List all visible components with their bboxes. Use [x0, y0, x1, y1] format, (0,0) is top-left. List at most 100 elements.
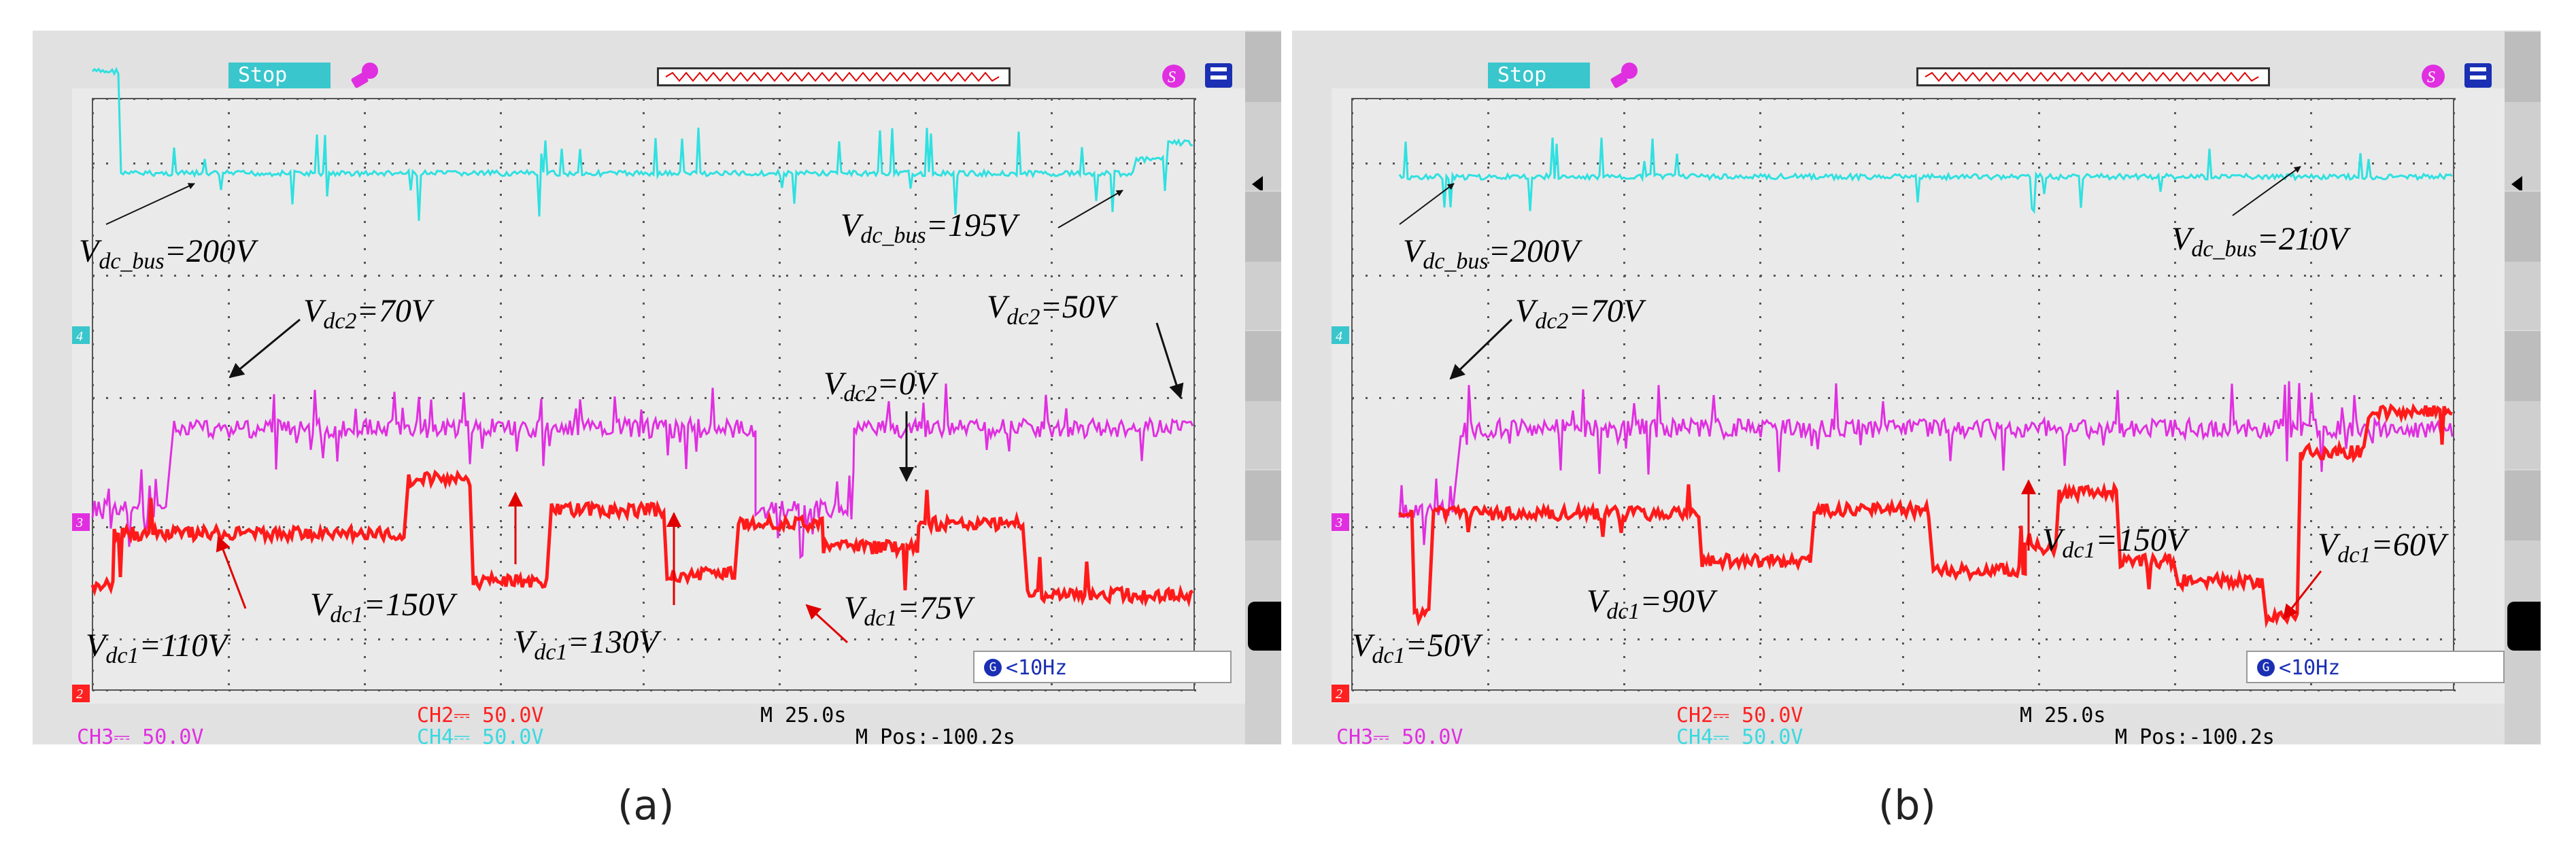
svg-text:Vdc_bus=210V: Vdc_bus=210V	[2171, 221, 2351, 262]
annotation-vdc-bus-210: Vdc_bus=210V	[2171, 166, 2351, 262]
annotation-vdc1-50: Vdc1=50V	[1352, 627, 1483, 668]
side-button-4[interactable]	[2505, 469, 2541, 540]
svg-text:Vdc2=50V: Vdc2=50V	[987, 289, 1118, 330]
side-button-1[interactable]	[1245, 31, 1281, 102]
svg-text:3: 3	[75, 515, 83, 530]
svg-text:Vdc_bus=200V: Vdc_bus=200V	[1403, 233, 1582, 274]
annotation-vdc1-150: Vdc1=150V	[310, 492, 523, 627]
ch4-scale: CH4⎓ 50.0V	[1676, 725, 1803, 749]
svg-text:Vdc1=60V: Vdc1=60V	[2318, 527, 2449, 568]
save-icon[interactable]	[1202, 62, 1235, 90]
channel-marker-3: 3	[72, 513, 90, 531]
caption-b: (b)	[1878, 782, 1936, 829]
channel-marker-4: 4	[1332, 326, 1349, 344]
trigger-icon: S	[2422, 65, 2445, 88]
svg-text:Vdc_bus=200V: Vdc_bus=200V	[79, 233, 258, 274]
svg-text:4: 4	[1336, 329, 1342, 344]
annotation-vdc1-150: Vdc1=150V	[2021, 479, 2190, 563]
ch3-scale: CH3⎓ 50.0V	[77, 725, 204, 749]
annotation-vdc2-70: Vdc2=70V	[1449, 293, 1646, 380]
annotation-vdc-bus-195: Vdc_bus=195V	[841, 190, 1123, 248]
svg-text:Vdc1=130V: Vdc1=130V	[514, 624, 662, 665]
lock-icon	[1610, 63, 1638, 88]
annotation-vdc-bus-200: Vdc_bus=200V	[1399, 183, 1582, 274]
trigger-level-arrow-icon	[1252, 176, 1263, 192]
status-bar: CH2⎓ 50.0V CH3⎓ 50.0V CH4⎓ 50.0V M 25.0s…	[33, 704, 1281, 749]
side-button-4[interactable]	[1245, 469, 1281, 540]
svg-text:Vdc1=90V: Vdc1=90V	[1587, 583, 1718, 624]
side-menu	[2505, 31, 2541, 744]
side-tab-black[interactable]	[1248, 602, 1281, 651]
ch3-vdc2-trace	[1398, 381, 2454, 545]
annotation-vdc-bus-200: Vdc_bus=200V	[79, 183, 258, 274]
grid-background	[72, 88, 1245, 704]
side-menu	[1245, 31, 1281, 744]
ch4-vdc-bus-trace	[1398, 137, 2453, 214]
side-tab-black[interactable]	[2507, 602, 2541, 651]
svg-text:Vdc2=70V: Vdc2=70V	[303, 293, 435, 334]
svg-text:3: 3	[1335, 515, 1342, 530]
channel-marker-2: 2	[72, 685, 90, 702]
scope-screen: 4 3 2 Vdc_bus=200V Vdc_bus=195V Vdc2=7	[72, 58, 1245, 704]
trigger-level-arrow-icon	[2511, 176, 2522, 192]
memory-position: M Pos:-100.2s	[855, 725, 1015, 749]
grid-background	[1332, 88, 2505, 704]
run-stop-status[interactable]: Stop	[1488, 63, 1590, 88]
annotation-vdc1-75: Vdc1=75V	[805, 590, 975, 644]
svg-text:2: 2	[76, 687, 83, 702]
memory-position: M Pos:-100.2s	[2115, 725, 2275, 749]
waveform-display: 4 3 2 Vdc_bus=200V Vdc_bus=195V Vdc2=7	[72, 67, 1245, 704]
svg-text:Vdc1=150V: Vdc1=150V	[2042, 522, 2190, 563]
ch1-vdc1-trace	[1397, 402, 2453, 629]
side-button-2[interactable]	[2505, 190, 2541, 262]
time-base: M 25.0s	[760, 704, 847, 727]
side-button-3[interactable]	[2505, 330, 2541, 401]
run-stop-status[interactable]: Stop	[228, 63, 331, 88]
oscilloscope-b: 4 3 2 Vdc_bus=200V Vdc_bus=210V Vdc2=7	[1292, 31, 2541, 749]
ch4-scale: CH4⎓ 50.0V	[417, 725, 544, 749]
ch3-scale: CH3⎓ 50.0V	[1336, 725, 1463, 749]
ch2-scale: CH2⎓ 50.0V	[1676, 704, 1803, 727]
svg-text:S: S	[1168, 69, 1176, 86]
svg-text:Vdc1=150V: Vdc1=150V	[310, 587, 458, 627]
lock-icon	[351, 63, 378, 88]
svg-text:Vdc1=75V: Vdc1=75V	[844, 590, 975, 631]
waveform-display: 4 3 2 Vdc_bus=200V Vdc_bus=210V Vdc2=7	[1332, 88, 2505, 704]
scope-top-bar: Stop S	[1332, 58, 2505, 88]
blue-g-icon: G	[984, 658, 1002, 676]
ch3-vdc2-trace	[91, 383, 1194, 560]
svg-text:Vdc2=0V: Vdc2=0V	[824, 366, 938, 407]
annotation-vdc1-110: Vdc1=110V	[86, 536, 247, 668]
oscilloscope-a: 4 3 2 Vdc_bus=200V Vdc_bus=195V Vdc2=7	[33, 31, 1281, 749]
svg-text:Vdc1=50V: Vdc1=50V	[1352, 627, 1483, 668]
status-bar: CH2⎓ 50.0V CH3⎓ 50.0V CH4⎓ 50.0V M 25.0s…	[1292, 704, 2541, 749]
caption-a: (a)	[617, 782, 675, 829]
side-button-3[interactable]	[1245, 330, 1281, 401]
save-icon[interactable]	[2462, 62, 2494, 90]
record-position-bar	[1916, 67, 2270, 86]
annotation-vdc1-90: Vdc1=90V	[1587, 583, 1718, 624]
scope-screen: 4 3 2 Vdc_bus=200V Vdc_bus=210V Vdc2=7	[1332, 58, 2505, 704]
ch1-vdc1-trace	[90, 469, 1194, 608]
channel-marker-3: 3	[1332, 513, 1349, 531]
record-position-bar	[657, 67, 1011, 86]
svg-text:2: 2	[1336, 687, 1342, 702]
annotation-vdc1-60: Vdc1=60V	[2282, 527, 2449, 620]
blue-g-icon: G	[2257, 658, 2275, 676]
svg-text:Vdc1=110V: Vdc1=110V	[86, 627, 231, 668]
graticule	[92, 98, 1196, 691]
side-button-1[interactable]	[2505, 31, 2541, 102]
trigger-icon: S	[1162, 65, 1185, 88]
annotation-vdc2-50: Vdc2=50V	[987, 289, 1184, 399]
scope-top-bar: Stop S	[72, 58, 1245, 88]
ch2-scale: CH2⎓ 50.0V	[417, 704, 544, 727]
side-button-2[interactable]	[1245, 190, 1281, 262]
ch4-vdc-bus-trace	[91, 67, 1193, 221]
trigger-frequency: G <10Hz	[2246, 651, 2505, 683]
svg-text:Vdc2=70V: Vdc2=70V	[1515, 293, 1646, 334]
annotation-vdc1-130: Vdc1=130V	[514, 512, 681, 665]
time-base: M 25.0s	[2020, 704, 2106, 727]
channel-marker-4: 4	[72, 326, 90, 344]
annotation-vdc2-70: Vdc2=70V	[228, 293, 435, 379]
svg-text:4: 4	[76, 329, 83, 344]
